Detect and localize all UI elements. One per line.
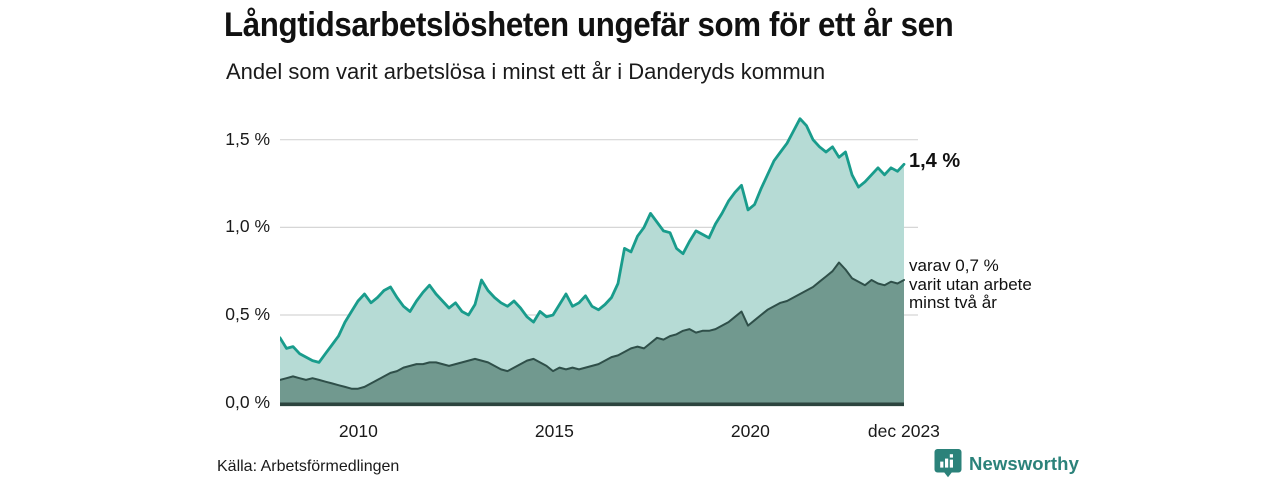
total-series-line [280,117,906,364]
two-year-series-line [280,261,905,390]
y-tick-label: 1,5 % [225,128,270,149]
x-tick-label: 2015 [534,421,574,441]
newsworthy-logo: Newsworthy [934,448,1079,478]
two-year-annotation: varav 0,7 % varit utan arbete minst två … [909,256,1032,313]
latest-value-annotation: 1,4 % [909,150,961,172]
two-year-annotation-line3: minst två år [909,293,997,312]
x-tick-label: 2020 [730,421,770,441]
y-tick-label: 0,0 % [225,391,270,412]
two-year-annotation-line1: varav 0,7 % [909,256,999,275]
two-year-annotation-line2: varit utan arbete [909,274,1032,294]
area-chart-plot [280,117,918,407]
source-attribution: Källa: Arbetsförmedlingen [217,458,400,475]
newsworthy-wordmark: Newsworthy [969,453,1079,474]
chart-title: Långtidsarbetslösheten ungefär som för e… [224,6,954,44]
two-year-series-area [280,262,904,403]
y-tick-label: 0,5 % [225,304,270,325]
bar-chart-speech-bubble-icon [934,449,962,478]
y-tick-label: 1,0 % [225,216,270,237]
x-tick-label: dec 2023 [867,421,940,441]
x-tick-label: 2010 [338,421,378,441]
chart-subtitle: Andel som varit arbetslösa i minst ett å… [226,59,826,84]
